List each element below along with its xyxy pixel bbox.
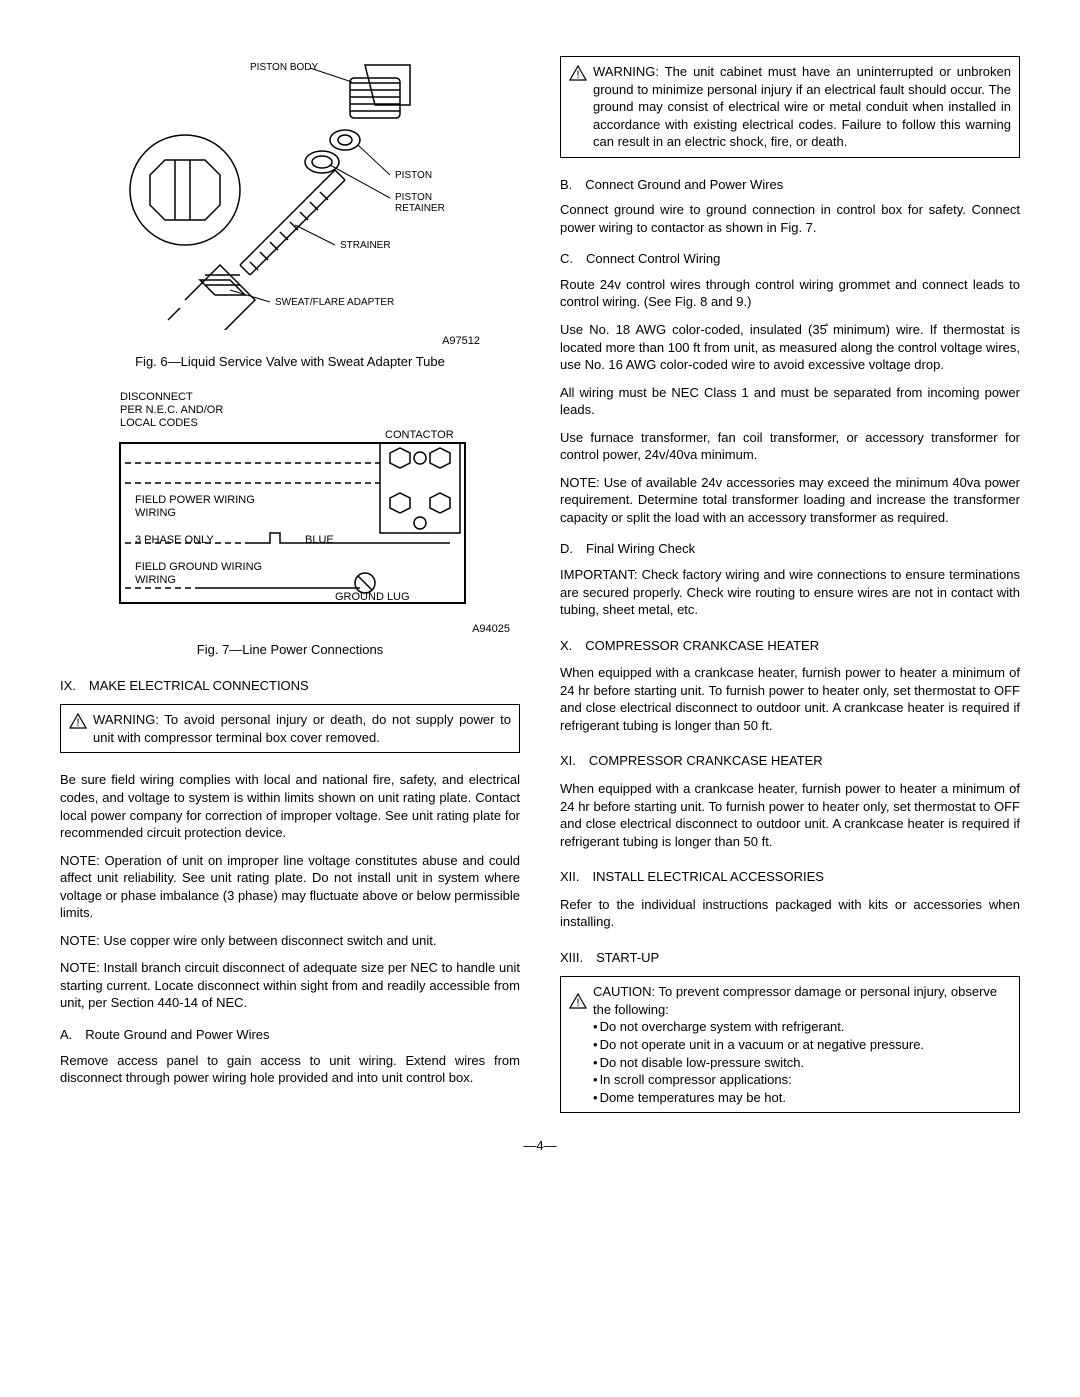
fig6-label-retainer-2: RETAINER <box>395 203 445 214</box>
c-p2: Use No. 18 AWG color-coded, insulated (3… <box>560 321 1020 374</box>
xi-p: When equipped with a crankcase heater, f… <box>560 780 1020 850</box>
xii-heading: XII. INSTALL ELECTRICAL ACCESSORIES <box>560 868 1020 886</box>
warning-icon: ! <box>569 65 587 81</box>
c-p5: NOTE: Use of available 24v accessories m… <box>560 474 1020 527</box>
svg-text:FIELD POWER WIRING: FIELD POWER WIRING <box>135 494 255 506</box>
svg-text:!: ! <box>576 69 579 81</box>
d-heading: D. Final Wiring Check <box>560 540 1020 558</box>
c-p4: Use furnace transformer, fan coil transf… <box>560 429 1020 464</box>
fig7-code: A94025 <box>60 622 520 637</box>
a-p: Remove access panel to gain access to un… <box>60 1052 520 1087</box>
warning-icon: ! <box>69 713 87 729</box>
a-heading: A. Route Ground and Power Wires <box>60 1026 520 1044</box>
warning-text-1: WARNING: To avoid personal injury or dea… <box>93 711 511 746</box>
page-number: —4— <box>60 1137 1020 1155</box>
ix-p3: NOTE: Use copper wire only between disco… <box>60 932 520 950</box>
b-p: Connect ground wire to ground connection… <box>560 201 1020 236</box>
caution-item: Do not operate unit in a vacuum or at ne… <box>593 1036 1011 1054</box>
b-heading: B. Connect Ground and Power Wires <box>560 176 1020 194</box>
c-p3: All wiring must be NEC Class 1 and must … <box>560 384 1020 419</box>
fig6-caption: Fig. 6—Liquid Service Valve with Sweat A… <box>60 353 520 371</box>
fig6-label-sweat: SWEAT/FLARE ADAPTER <box>275 297 394 308</box>
caution-item: In scroll compressor applications: <box>593 1071 1011 1089</box>
fig6-label-piston: PISTON <box>395 170 432 181</box>
svg-text:!: ! <box>76 717 79 729</box>
xi-heading: XI. COMPRESSOR CRANKCASE HEATER <box>560 752 1020 770</box>
left-column: PISTON BODY PISTON PISTON RETAINER STRAI… <box>60 50 520 1113</box>
x-p: When equipped with a crankcase heater, f… <box>560 664 1020 734</box>
fig6-label-strainer: STRAINER <box>340 240 391 251</box>
c-p1: Route 24v control wires through control … <box>560 276 1020 311</box>
svg-text:FIELD GROUND WIRING: FIELD GROUND WIRING <box>135 561 262 573</box>
fig6-code: A97512 <box>60 334 520 349</box>
caution-lead: CAUTION: To prevent compressor damage or… <box>593 983 1011 1018</box>
right-column: ! WARNING: The unit cabinet must have an… <box>560 50 1020 1113</box>
warning-icon: ! <box>569 993 587 1009</box>
warning-box-1: ! WARNING: To avoid personal injury or d… <box>60 704 520 753</box>
caution-list: Do not overcharge system with refrigeran… <box>593 1018 1011 1106</box>
d-p: IMPORTANT: Check factory wiring and wire… <box>560 566 1020 619</box>
caution-item: Do not overcharge system with refrigeran… <box>593 1018 1011 1036</box>
warning-box-2: ! WARNING: The unit cabinet must have an… <box>560 56 1020 158</box>
svg-text:LOCAL CODES: LOCAL CODES <box>120 417 198 429</box>
ix-p2: NOTE: Operation of unit on improper line… <box>60 852 520 922</box>
ix-p1: Be sure field wiring complies with local… <box>60 771 520 841</box>
svg-text:3 PHASE ONLY: 3 PHASE ONLY <box>135 534 214 546</box>
x-heading: X. COMPRESSOR CRANKCASE HEATER <box>560 637 1020 655</box>
caution-item: Do not disable low-pressure switch. <box>593 1054 1011 1072</box>
svg-text:WIRING: WIRING <box>135 574 176 586</box>
ix-p4: NOTE: Install branch circuit disconnect … <box>60 959 520 1012</box>
fig7-diagram: DISCONNECT PER N.E.C. AND/OR LOCAL CODES… <box>100 388 480 618</box>
svg-text:GROUND LUG: GROUND LUG <box>335 591 410 603</box>
ix-heading: IX. MAKE ELECTRICAL CONNECTIONS <box>60 677 520 695</box>
svg-text:WIRING: WIRING <box>135 507 176 519</box>
fig6-label-retainer-1: PISTON <box>395 192 432 203</box>
svg-text:PER N.E.C. AND/OR: PER N.E.C. AND/OR <box>120 404 223 416</box>
svg-text:BLUE: BLUE <box>305 534 334 546</box>
caution-item: Dome temperatures may be hot. <box>593 1089 1011 1107</box>
fig7-caption: Fig. 7—Line Power Connections <box>60 641 520 659</box>
xii-p: Refer to the individual instructions pac… <box>560 896 1020 931</box>
svg-text:DISCONNECT: DISCONNECT <box>120 391 193 403</box>
fig6-diagram: PISTON BODY PISTON PISTON RETAINER STRAI… <box>110 50 470 330</box>
c-heading: C. Connect Control Wiring <box>560 250 1020 268</box>
svg-text:CONTACTOR: CONTACTOR <box>385 429 454 441</box>
fig6-label-piston-body: PISTON BODY <box>250 62 318 73</box>
warning-text-2: WARNING: The unit cabinet must have an u… <box>593 63 1011 151</box>
svg-text:!: ! <box>576 997 579 1009</box>
xiii-heading: XIII. START-UP <box>560 949 1020 967</box>
caution-box: ! CAUTION: To prevent compressor damage … <box>560 976 1020 1113</box>
